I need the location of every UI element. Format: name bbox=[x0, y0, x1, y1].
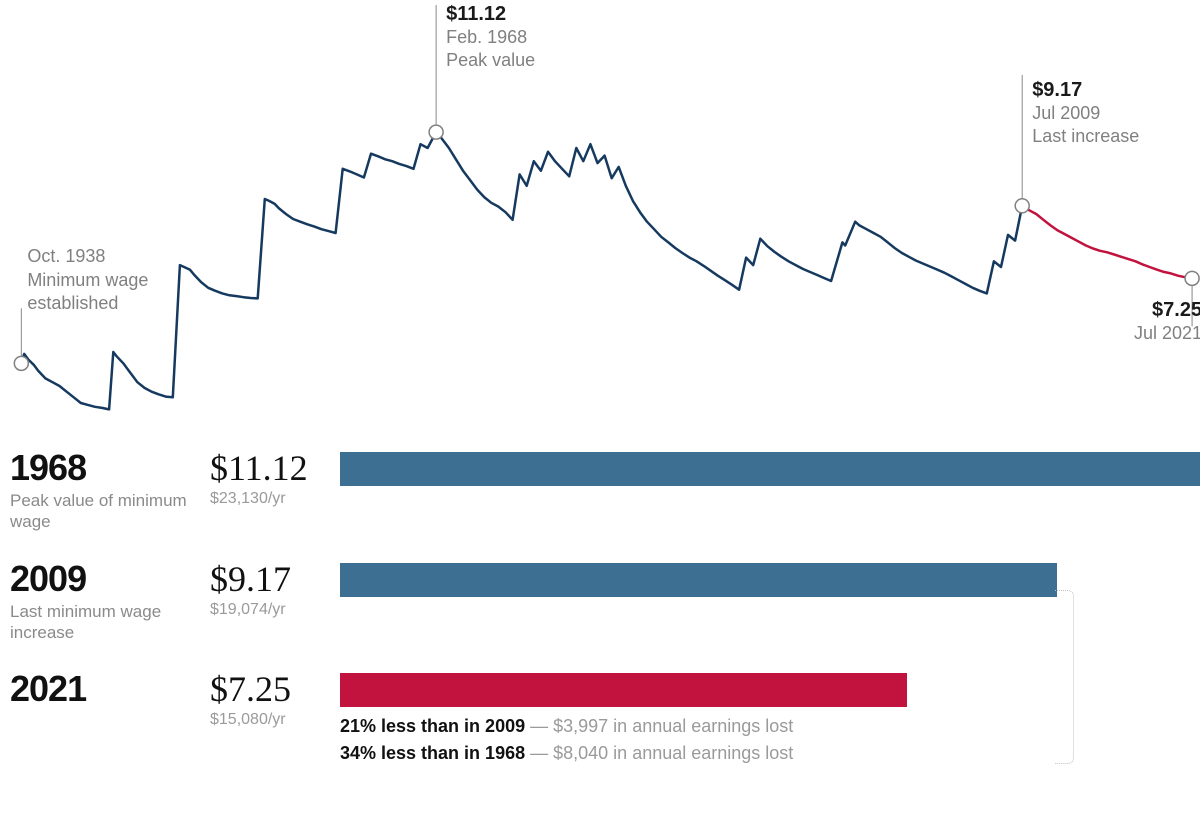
callout-2009-value: $9.17 bbox=[1032, 78, 1139, 102]
callout-1938-line1: Oct. 1938 bbox=[27, 245, 148, 268]
callout-1968-line1: Feb. 1968 bbox=[446, 26, 535, 49]
callout-2009-line1: Jul 2009 bbox=[1032, 102, 1139, 125]
callout-1938-line2: Minimum wage bbox=[27, 269, 148, 292]
bar-year: 2021 bbox=[10, 671, 210, 707]
bar-year: 2009 bbox=[10, 561, 210, 597]
callout-1968: $11.12 Feb. 1968 Peak value bbox=[446, 2, 535, 73]
bar-rect bbox=[340, 563, 1057, 597]
callout-2021: $7.25 Jul 2021 bbox=[1122, 298, 1200, 345]
timeline-chart: Oct. 1938 Minimum wage established $11.1… bbox=[0, 0, 1200, 440]
bar-year-sub: Peak value of minimum wage bbox=[10, 490, 190, 533]
callout-1968-line2: Peak value bbox=[446, 49, 535, 72]
bar-per-year: $23,130/yr bbox=[210, 490, 340, 508]
callout-1938-line3: established bbox=[27, 292, 148, 315]
bar-per-year: $15,080/yr bbox=[210, 711, 340, 729]
dotted-connector-2009 bbox=[1055, 590, 1074, 764]
chart-svg bbox=[0, 0, 1200, 440]
bar-per-year: $19,074/yr bbox=[210, 601, 340, 619]
bar-year: 1968 bbox=[10, 450, 210, 486]
callout-2009: $9.17 Jul 2009 Last increase bbox=[1032, 78, 1139, 149]
bars-section: 1968 Peak value of minimum wage $11.12 $23,… bbox=[0, 440, 1200, 767]
bar-row-1968: 1968 Peak value of minimum wage $11.12 $23,… bbox=[10, 450, 1200, 533]
bar-value: $7.25 bbox=[210, 671, 340, 707]
bar-rect bbox=[340, 452, 1200, 486]
callout-1938: Oct. 1938 Minimum wage established bbox=[27, 245, 148, 315]
callout-2021-line1: Jul 2021 bbox=[1122, 322, 1200, 345]
callout-1968-value: $11.12 bbox=[446, 2, 535, 26]
bar-value: $11.12 bbox=[210, 450, 340, 486]
callout-2021-value: $7.25 bbox=[1122, 298, 1200, 322]
bar-row-2009: 2009 Last minimum wage increase $9.17 $19,0… bbox=[10, 561, 1200, 644]
bar-rect bbox=[340, 673, 907, 707]
bar-row-2021: 2021$7.25$15,080/yr21% less than in 2009… bbox=[10, 671, 1200, 767]
bar-year-sub: Last minimum wage increase bbox=[10, 601, 190, 644]
callout-2009-line2: Last increase bbox=[1032, 125, 1139, 148]
bar-value: $9.17 bbox=[210, 561, 340, 597]
